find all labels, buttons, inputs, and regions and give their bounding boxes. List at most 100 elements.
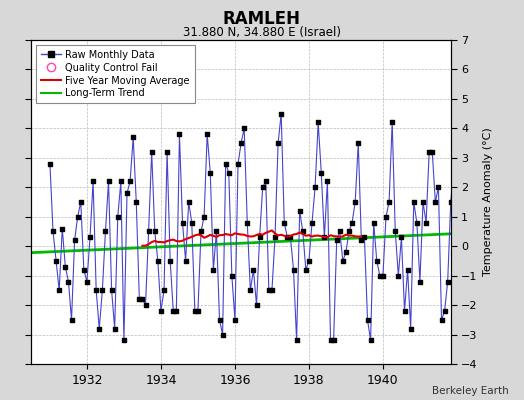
Point: [222, 160, 230, 167]
Point: [150, 228, 159, 235]
Point: [400, 308, 409, 314]
Point: [274, 140, 282, 146]
Point: [354, 140, 363, 146]
Point: [440, 308, 449, 314]
Point: [83, 278, 91, 285]
Point: [86, 234, 94, 240]
Point: [138, 296, 147, 302]
Point: [61, 264, 70, 270]
Text: Berkeley Earth: Berkeley Earth: [432, 386, 508, 396]
Point: [73, 214, 82, 220]
Point: [132, 199, 140, 205]
Point: [246, 287, 255, 294]
Point: [363, 317, 372, 323]
Point: [323, 178, 332, 184]
Point: [67, 317, 75, 323]
Point: [345, 228, 353, 235]
Point: [163, 149, 171, 155]
Point: [169, 308, 178, 314]
Point: [326, 337, 335, 344]
Point: [391, 228, 399, 235]
Point: [443, 278, 452, 285]
Point: [305, 258, 313, 264]
Point: [369, 220, 378, 226]
Point: [253, 302, 261, 308]
Point: [92, 287, 101, 294]
Point: [227, 272, 236, 279]
Point: [175, 131, 183, 138]
Point: [188, 220, 196, 226]
Point: [434, 184, 443, 190]
Point: [200, 214, 209, 220]
Point: [410, 199, 418, 205]
Point: [425, 149, 433, 155]
Point: [268, 287, 276, 294]
Point: [302, 266, 310, 273]
Legend: Raw Monthly Data, Quality Control Fail, Five Year Moving Average, Long-Term Tren: Raw Monthly Data, Quality Control Fail, …: [36, 45, 195, 103]
Point: [215, 317, 224, 323]
Point: [342, 249, 350, 255]
Point: [373, 258, 381, 264]
Point: [446, 199, 455, 205]
Point: [351, 199, 359, 205]
Point: [394, 272, 402, 279]
Point: [203, 131, 211, 138]
Point: [181, 258, 190, 264]
Point: [428, 149, 436, 155]
Point: [52, 258, 60, 264]
Point: [240, 125, 248, 132]
Point: [77, 199, 85, 205]
Point: [339, 258, 347, 264]
Point: [249, 266, 258, 273]
Point: [209, 266, 217, 273]
Point: [296, 208, 304, 214]
Point: [178, 220, 187, 226]
Point: [234, 160, 242, 167]
Point: [320, 234, 329, 240]
Point: [382, 214, 390, 220]
Point: [126, 178, 134, 184]
Point: [135, 296, 144, 302]
Point: [212, 228, 221, 235]
Point: [299, 228, 307, 235]
Point: [120, 337, 128, 344]
Point: [191, 308, 199, 314]
Point: [117, 178, 125, 184]
Point: [314, 119, 322, 126]
Point: [438, 317, 446, 323]
Point: [129, 134, 137, 140]
Point: [357, 237, 366, 244]
Point: [95, 326, 103, 332]
Point: [80, 266, 88, 273]
Point: [413, 220, 421, 226]
Point: [403, 266, 412, 273]
Point: [277, 110, 286, 117]
Point: [225, 169, 233, 176]
Point: [431, 199, 440, 205]
Point: [55, 287, 63, 294]
Point: [397, 234, 406, 240]
Point: [147, 149, 156, 155]
Point: [311, 184, 319, 190]
Point: [289, 266, 298, 273]
Point: [271, 234, 279, 240]
Point: [111, 326, 119, 332]
Y-axis label: Temperature Anomaly (°C): Temperature Anomaly (°C): [483, 128, 493, 276]
Point: [308, 220, 316, 226]
Point: [348, 220, 356, 226]
Point: [379, 272, 387, 279]
Point: [416, 278, 424, 285]
Point: [194, 308, 202, 314]
Point: [107, 287, 116, 294]
Point: [335, 228, 344, 235]
Point: [231, 317, 239, 323]
Point: [70, 237, 79, 244]
Point: [376, 272, 384, 279]
Point: [58, 225, 67, 232]
Text: 31.880 N, 34.880 E (Israel): 31.880 N, 34.880 E (Israel): [183, 26, 341, 39]
Point: [89, 178, 97, 184]
Point: [172, 308, 181, 314]
Point: [98, 287, 106, 294]
Point: [283, 234, 291, 240]
Point: [330, 337, 338, 344]
